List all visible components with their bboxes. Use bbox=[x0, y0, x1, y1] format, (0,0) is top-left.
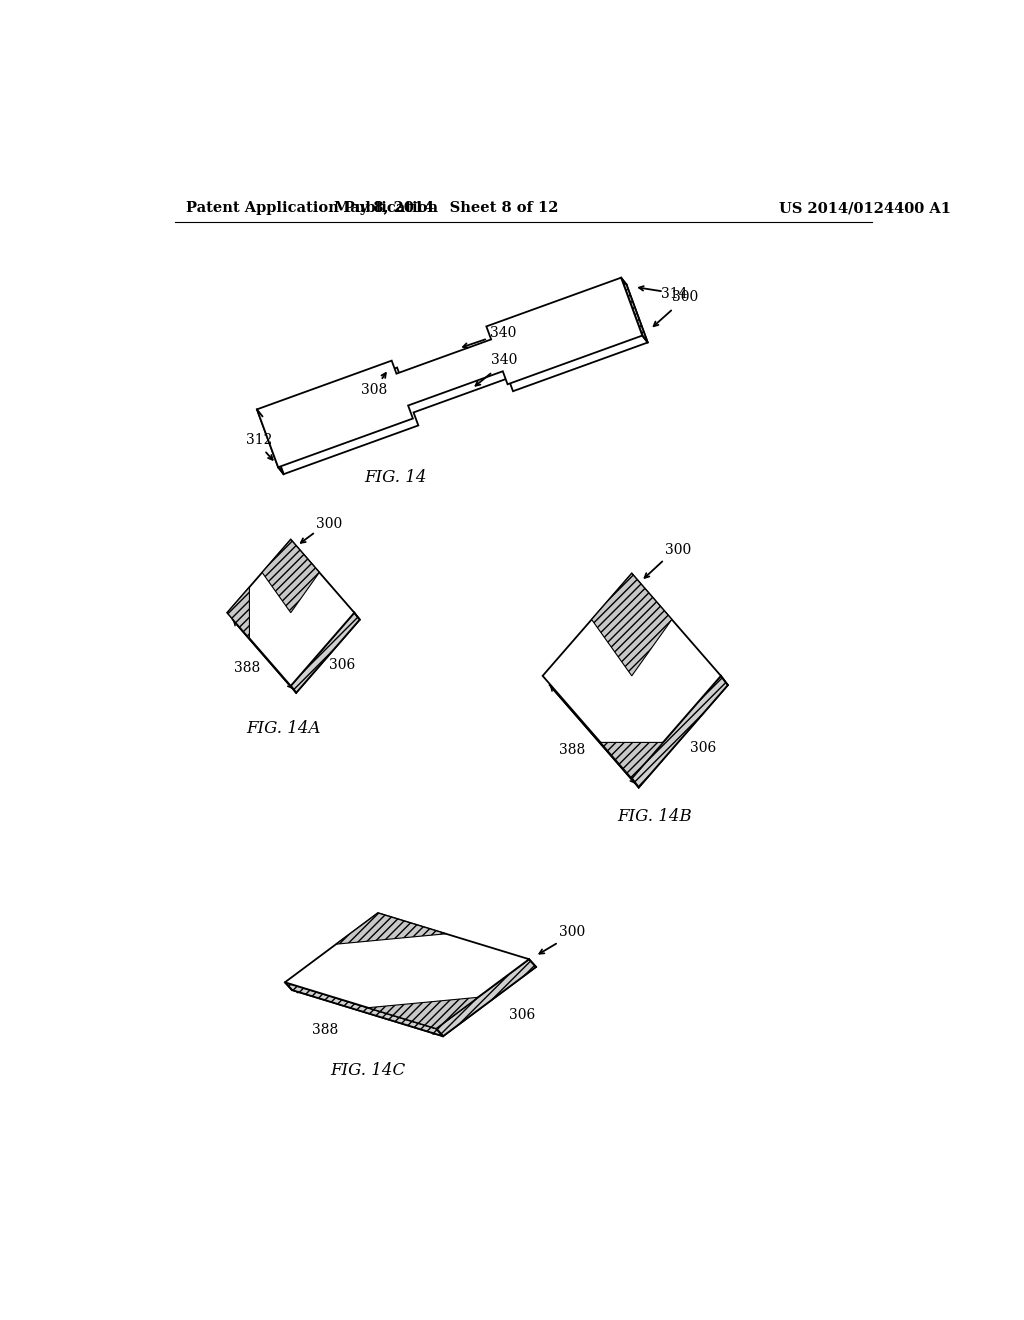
Polygon shape bbox=[543, 573, 721, 779]
Text: 388: 388 bbox=[559, 743, 586, 758]
Polygon shape bbox=[600, 742, 663, 779]
Text: 300: 300 bbox=[316, 517, 343, 531]
Polygon shape bbox=[227, 540, 354, 686]
Text: 306: 306 bbox=[509, 1008, 536, 1023]
Polygon shape bbox=[257, 277, 642, 467]
Polygon shape bbox=[368, 998, 478, 1028]
Text: 300: 300 bbox=[672, 290, 698, 304]
Text: 388: 388 bbox=[234, 661, 260, 675]
Polygon shape bbox=[436, 960, 536, 1036]
Text: 308: 308 bbox=[361, 383, 388, 397]
Polygon shape bbox=[232, 546, 359, 693]
Text: May 8, 2014   Sheet 8 of 12: May 8, 2014 Sheet 8 of 12 bbox=[334, 202, 558, 215]
Polygon shape bbox=[291, 612, 359, 693]
Polygon shape bbox=[257, 409, 284, 474]
Text: Patent Application Publication: Patent Application Publication bbox=[186, 202, 438, 215]
Text: FIG. 14A: FIG. 14A bbox=[246, 719, 321, 737]
Text: 300: 300 bbox=[558, 925, 585, 940]
Text: 340: 340 bbox=[490, 326, 516, 341]
Text: FIG. 14: FIG. 14 bbox=[365, 470, 427, 487]
Text: 340: 340 bbox=[492, 354, 517, 367]
Polygon shape bbox=[336, 913, 445, 944]
Text: US 2014/0124400 A1: US 2014/0124400 A1 bbox=[779, 202, 951, 215]
Text: 306: 306 bbox=[689, 741, 716, 755]
Polygon shape bbox=[622, 277, 648, 342]
Polygon shape bbox=[285, 982, 443, 1036]
Polygon shape bbox=[285, 913, 529, 1028]
Polygon shape bbox=[550, 582, 728, 788]
Text: FIG. 14C: FIG. 14C bbox=[331, 1063, 406, 1080]
Polygon shape bbox=[632, 676, 728, 788]
Text: 306: 306 bbox=[329, 659, 355, 672]
Text: 300: 300 bbox=[666, 544, 691, 557]
Polygon shape bbox=[292, 921, 536, 1036]
Polygon shape bbox=[262, 285, 648, 474]
Text: 388: 388 bbox=[311, 1023, 338, 1038]
Text: FIG. 14B: FIG. 14B bbox=[617, 808, 692, 825]
Text: 314: 314 bbox=[662, 286, 688, 301]
Polygon shape bbox=[227, 587, 250, 639]
Polygon shape bbox=[592, 573, 672, 676]
Polygon shape bbox=[262, 540, 319, 612]
Text: 312: 312 bbox=[246, 433, 272, 447]
